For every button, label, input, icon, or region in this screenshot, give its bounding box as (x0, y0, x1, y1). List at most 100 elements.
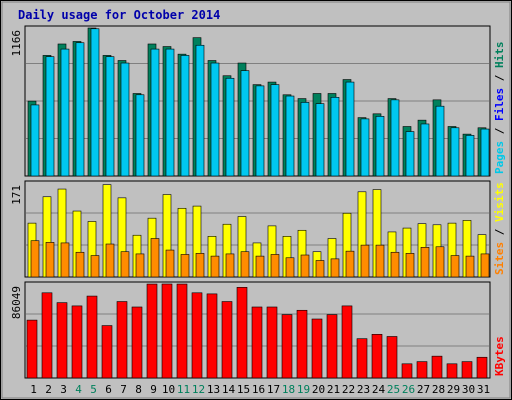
kbytes-bar (311, 318, 323, 379)
x-tick-label: 8 (135, 383, 142, 396)
x-tick-label: 10 (162, 383, 175, 396)
pages-bar (45, 56, 55, 177)
kbytes-bar (401, 363, 413, 379)
pages-bar (150, 48, 160, 177)
x-tick-label: 29 (447, 383, 460, 396)
legend-kbytes: KBytes (493, 336, 506, 376)
sites-bar (360, 244, 370, 278)
kbytes-bar (86, 295, 98, 379)
kbytes-bar (416, 361, 428, 379)
y-max-label: 86049 (10, 286, 23, 319)
kbytes-bar (41, 292, 53, 379)
x-tick-label: 27 (417, 383, 430, 396)
sites-bar (60, 242, 70, 278)
sites-bar (285, 257, 295, 278)
kbytes-bar (71, 305, 83, 379)
pages-bar (75, 42, 85, 177)
pages-bar (420, 123, 430, 177)
kbytes-bar (206, 293, 218, 379)
sites-bar (135, 253, 145, 278)
kbytes-bar (281, 314, 293, 379)
pages-bar (165, 48, 175, 177)
pages-bar (315, 103, 325, 177)
kbytes-bar (371, 334, 383, 379)
kbytes-bar (191, 292, 203, 379)
legend-separator: / (493, 222, 506, 242)
sites-bar (195, 253, 205, 278)
sites-bar (240, 251, 250, 278)
pages-bar (135, 94, 145, 177)
sites-bar (435, 246, 445, 278)
sites-bar (270, 254, 280, 278)
x-tick-label: 2 (45, 383, 52, 396)
kbytes-bar (386, 336, 398, 379)
pages-bar (180, 55, 190, 177)
sites-bar (450, 255, 460, 278)
legend-pages: Pages (493, 141, 506, 174)
legend-sites-visits: Sites / Visits (493, 182, 506, 275)
kbytes-bar (161, 283, 173, 379)
kbytes-bar (221, 301, 233, 379)
chart-title: Daily usage for October 2014 (18, 8, 220, 22)
x-tick-label: 13 (207, 383, 220, 396)
panel-sites-visits: 171 Sites / Visits (10, 180, 506, 278)
legend-hits: Hits (493, 42, 506, 69)
pages-bar (90, 28, 100, 177)
pages-bar (435, 105, 445, 177)
x-tick-label: 11 (177, 383, 190, 396)
sites-bar (105, 243, 115, 278)
pages-bar (405, 131, 415, 177)
x-tick-label: 19 (297, 383, 310, 396)
pages-bar (480, 128, 490, 177)
kbytes-bar (176, 283, 188, 379)
legend-separator: / (493, 68, 506, 88)
x-tick-label: 5 (90, 383, 97, 396)
x-tick-label: 20 (312, 383, 325, 396)
kbytes-bar (266, 306, 278, 379)
kbytes-bar (356, 338, 368, 379)
x-tick-label: 30 (462, 383, 475, 396)
sites-bar (315, 260, 325, 278)
pages-bar (120, 62, 130, 177)
kbytes-bar (341, 305, 353, 379)
kbytes-bar (116, 301, 128, 379)
legend-sites: Sites (493, 242, 506, 275)
sites-bar (120, 251, 130, 278)
legend-pages-files-hits: Pages / Files / Hits (493, 42, 506, 175)
x-tick-label: 7 (120, 383, 127, 396)
kbytes-bar (101, 325, 113, 379)
pages-bar (210, 62, 220, 177)
pages-bar (30, 104, 40, 177)
x-tick-label: 6 (105, 383, 112, 396)
x-tick-label: 15 (237, 383, 250, 396)
pages-bar (105, 56, 115, 177)
sites-bar (420, 247, 430, 278)
pages-bar (60, 48, 70, 177)
kbytes-bar (131, 306, 143, 379)
y-max-label: 1166 (10, 30, 23, 57)
kbytes-bar (296, 309, 308, 379)
legend-kbytes: KBytes (493, 336, 506, 376)
x-tick-label: 22 (342, 383, 355, 396)
pages-bar (270, 84, 280, 177)
pages-bar (255, 85, 265, 177)
sites-bar (150, 238, 160, 278)
pages-bar (285, 95, 295, 177)
panel-pages-files-hits: 1166 Pages / Files / Hits (10, 25, 506, 177)
pages-bar (360, 118, 370, 177)
sites-bar (255, 255, 265, 278)
pages-bar (390, 99, 400, 177)
x-tick-label: 14 (222, 383, 236, 396)
panel-kbytes: 86049 KBytes (10, 281, 506, 379)
x-tick-label: 12 (192, 383, 205, 396)
pages-bar (450, 127, 460, 177)
x-tick-label: 28 (432, 383, 445, 396)
x-tick-label: 9 (150, 383, 157, 396)
sites-bar (210, 255, 220, 278)
sites-bar (390, 251, 400, 278)
sites-bar (90, 255, 100, 278)
kbytes-bar (56, 302, 68, 379)
kbytes-bar (476, 356, 488, 379)
